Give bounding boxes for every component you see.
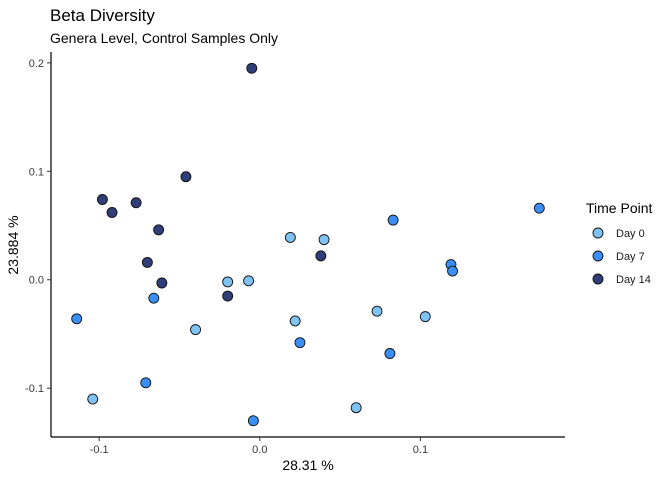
y-axis-title: 23.884 %: [5, 215, 21, 274]
data-point-day-0: [284, 232, 296, 243]
legend-title: Time Point: [586, 200, 653, 216]
data-point-day-14: [141, 256, 153, 268]
data-point-day-0: [318, 234, 330, 246]
data-point-day-0: [190, 324, 202, 336]
data-point-day-7: [140, 377, 152, 389]
data-point-day-14: [246, 62, 258, 74]
data-point-day-0: [289, 315, 301, 327]
x-ticks: -0.1 0.0 0.1: [90, 437, 428, 456]
x-tick-label: 0.0: [252, 444, 267, 456]
data-point-day-7: [447, 265, 459, 277]
data-point-day-14: [106, 207, 118, 218]
legend-items: Day 0 Day 7 Day 14: [592, 227, 651, 286]
data-point-day-7: [71, 313, 83, 325]
data-point-day-7: [384, 348, 396, 359]
data-point-day-14: [96, 194, 108, 205]
legend-marker-day-7: [592, 250, 604, 262]
data-point-day-0: [350, 402, 362, 414]
data-point-day-14: [180, 171, 192, 183]
data-point-day-0: [371, 305, 383, 317]
legend-marker-day-14: [592, 273, 604, 285]
data-point-day-7: [294, 337, 306, 349]
data-point-day-0: [243, 275, 255, 287]
data-point-day-14: [156, 277, 168, 289]
legend: Time Point Day 0 Day 7 Day 14: [586, 200, 653, 286]
data-point-day-7: [387, 214, 399, 226]
legend-label-day-14: Day 14: [616, 274, 651, 286]
data-point-day-7: [148, 292, 160, 304]
y-ticks: -0.1 0.0 0.1 0.2: [25, 58, 51, 395]
x-tick-label: 0.1: [413, 444, 428, 456]
plot-area: -0.1 0.0 0.1 -0.1 0.0 0.1 0.2: [25, 52, 565, 456]
data-point-day-14: [153, 224, 165, 236]
legend-label-day-0: Day 0: [616, 228, 645, 240]
y-tick-label: -0.1: [25, 383, 44, 395]
chart-subtitle: Genera Level, Control Samples Only: [50, 30, 278, 46]
data-point-day-7: [247, 415, 259, 427]
y-tick-label: 0.0: [29, 275, 44, 287]
data-points: [71, 62, 545, 427]
data-point-day-14: [315, 250, 327, 262]
y-tick-label: 0.1: [29, 166, 44, 178]
data-point-day-14: [222, 290, 234, 302]
x-axis-title: 28.31 %: [282, 457, 333, 473]
chart-title: Beta Diversity: [50, 6, 155, 25]
legend-marker-day-0: [592, 227, 604, 239]
y-tick-label: 0.2: [29, 58, 44, 70]
legend-label-day-7: Day 7: [616, 251, 645, 263]
x-tick-label: -0.1: [90, 444, 109, 456]
data-point-day-0: [222, 276, 234, 288]
data-point-day-0: [419, 311, 431, 323]
data-point-day-0: [87, 393, 99, 405]
data-point-day-14: [130, 197, 142, 209]
data-point-day-7: [533, 202, 545, 214]
